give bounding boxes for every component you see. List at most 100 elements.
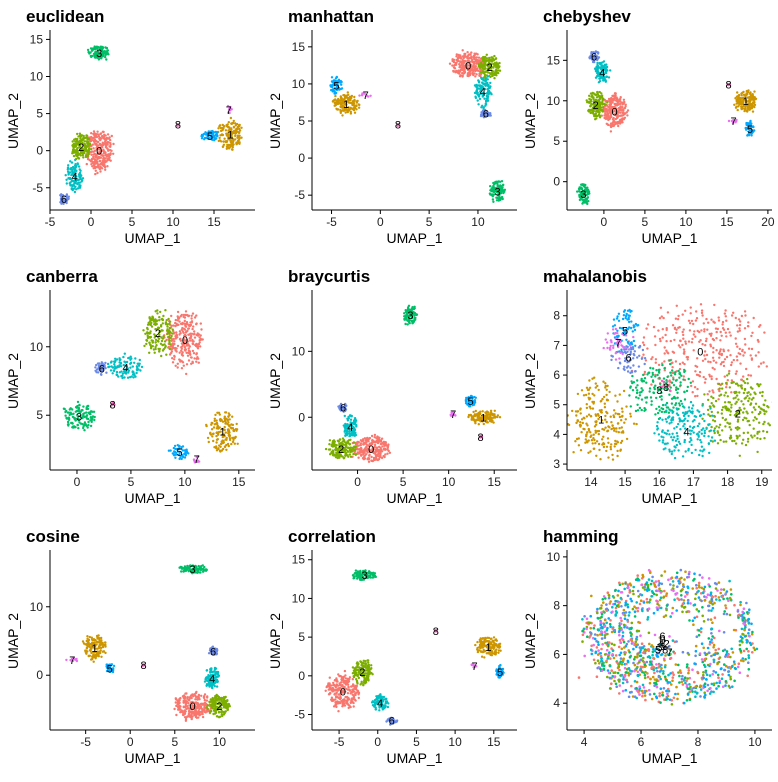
data-point <box>336 108 339 111</box>
data-point <box>228 143 232 147</box>
data-point <box>145 342 148 346</box>
data-point <box>592 102 595 105</box>
data-point <box>743 351 746 354</box>
data-point <box>333 104 336 107</box>
data-point <box>725 386 728 389</box>
data-point <box>94 169 98 172</box>
data-point <box>491 70 495 73</box>
cluster-label: 5 <box>333 80 339 92</box>
data-point <box>681 313 684 316</box>
data-point <box>229 426 233 429</box>
data-point <box>104 53 107 57</box>
data-point <box>599 106 602 109</box>
data-point <box>737 318 741 321</box>
data-point <box>757 351 760 354</box>
data-point <box>180 328 183 331</box>
data-point <box>738 329 741 332</box>
data-point <box>71 170 74 173</box>
data-point <box>489 91 492 94</box>
data-point <box>689 312 692 315</box>
data-point <box>620 407 624 410</box>
data-point <box>747 325 750 328</box>
data-point <box>368 437 371 440</box>
data-point <box>598 98 601 101</box>
cluster-label: 0 <box>612 106 618 118</box>
data-point <box>587 427 590 431</box>
data-point <box>178 444 181 448</box>
data-point <box>497 62 500 65</box>
data-point <box>158 347 161 351</box>
data-point <box>102 148 105 151</box>
data-point <box>579 424 582 427</box>
data-point <box>695 310 698 313</box>
scatter-points <box>62 309 239 464</box>
data-point <box>383 442 386 446</box>
data-point <box>90 145 93 148</box>
data-point <box>479 92 482 95</box>
data-point <box>736 330 740 333</box>
data-point <box>750 347 754 351</box>
data-point <box>133 361 136 364</box>
data-point <box>179 337 182 340</box>
data-point <box>170 350 174 353</box>
data-point <box>354 443 358 446</box>
data-point <box>348 434 352 438</box>
data-point <box>590 434 593 437</box>
data-point <box>463 69 466 72</box>
data-point <box>609 114 613 118</box>
x-tick-label: 10 <box>679 215 693 229</box>
y-tick-label: 10 <box>292 77 306 91</box>
data-point <box>458 72 461 75</box>
data-point <box>754 408 757 411</box>
data-point <box>683 362 686 366</box>
data-point <box>127 356 130 360</box>
data-point <box>501 184 505 187</box>
data-point <box>353 111 357 114</box>
data-point <box>193 357 196 360</box>
data-point <box>335 80 339 83</box>
data-point <box>165 319 168 322</box>
data-point <box>466 397 470 400</box>
data-point <box>343 443 347 447</box>
data-point <box>344 100 348 103</box>
data-point <box>206 436 210 440</box>
data-point <box>185 321 189 324</box>
data-point <box>479 71 482 74</box>
data-point <box>747 374 750 377</box>
data-point <box>225 438 228 441</box>
cluster-label: 7 <box>226 105 232 117</box>
data-point <box>730 391 733 394</box>
data-point <box>99 138 102 142</box>
data-point <box>78 181 82 184</box>
data-point <box>62 195 65 198</box>
data-point <box>348 429 351 433</box>
x-tick-label: 0 <box>88 215 95 229</box>
data-point <box>475 83 478 87</box>
data-point <box>123 352 127 355</box>
data-point <box>589 109 592 112</box>
data-point <box>182 315 185 318</box>
data-point <box>336 88 340 91</box>
data-point <box>488 68 491 72</box>
data-point <box>600 408 603 412</box>
data-point <box>615 96 618 99</box>
data-point <box>715 361 718 364</box>
data-point <box>616 400 619 403</box>
data-point <box>645 327 648 330</box>
data-point <box>79 150 83 153</box>
data-point <box>176 447 179 451</box>
cluster-label: 2 <box>155 328 161 340</box>
data-point <box>109 138 112 142</box>
data-point <box>180 454 184 457</box>
data-point <box>87 420 90 424</box>
data-point <box>107 148 110 151</box>
data-point <box>615 112 618 115</box>
data-point <box>473 414 477 417</box>
data-point <box>237 131 241 135</box>
data-point <box>226 418 229 421</box>
data-point <box>212 439 215 443</box>
data-point <box>717 398 720 401</box>
data-point <box>223 137 226 140</box>
data-point <box>721 320 725 324</box>
data-point <box>189 336 192 339</box>
